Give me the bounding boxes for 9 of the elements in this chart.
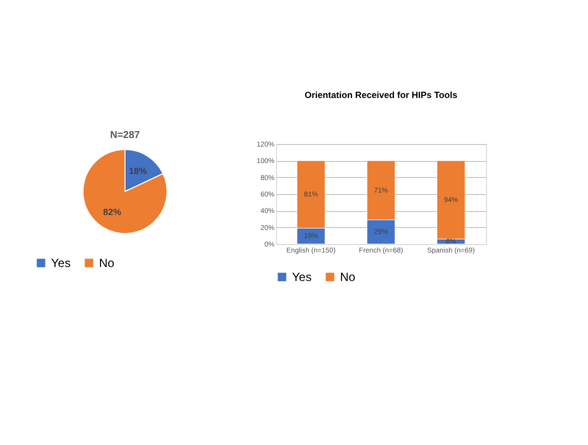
data-label: 18% <box>128 166 147 176</box>
chart-title: Orientation Received for HIPs Tools <box>304 90 458 100</box>
legend-label: Yes <box>51 256 71 270</box>
chart-title: N=287 <box>110 130 140 141</box>
pie-slice <box>82 149 168 234</box>
legend-label: No <box>99 256 115 270</box>
legend-label: No <box>340 270 356 284</box>
legend-label: Yes <box>292 270 312 284</box>
data-label: 82% <box>103 206 122 217</box>
